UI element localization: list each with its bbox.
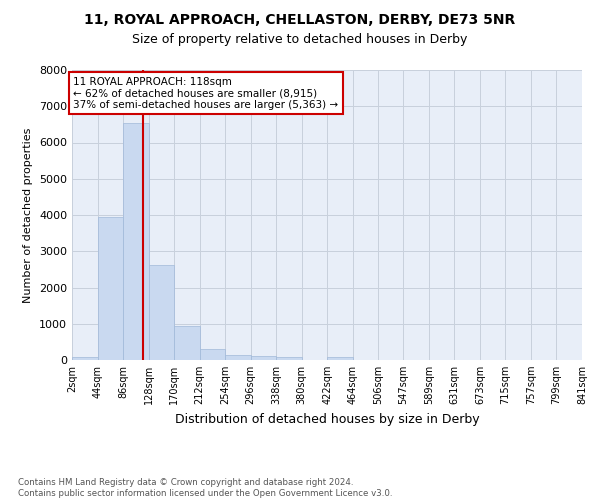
Y-axis label: Number of detached properties: Number of detached properties (23, 128, 34, 302)
Bar (149, 266, 174, 360)
Text: 11 ROYAL APPROACH: 118sqm
← 62% of detached houses are smaller (8,915)
37% of se: 11 ROYAL APPROACH: 118sqm ← 62% of detac… (73, 76, 338, 110)
Text: 11, ROYAL APPROACH, CHELLASTON, DERBY, DE73 5NR: 11, ROYAL APPROACH, CHELLASTON, DERBY, D… (85, 12, 515, 26)
Bar (251, 356, 276, 360)
Bar (225, 356, 251, 360)
X-axis label: Distribution of detached houses by size in Derby: Distribution of detached houses by size … (175, 412, 479, 426)
Text: Size of property relative to detached houses in Derby: Size of property relative to detached ho… (133, 32, 467, 46)
Bar (98, 217, 123, 360)
Bar (174, 326, 200, 360)
Text: Contains HM Land Registry data © Crown copyright and database right 2024.
Contai: Contains HM Land Registry data © Crown c… (18, 478, 392, 498)
Bar (123, 123, 149, 360)
Bar (200, 349, 225, 360)
Bar (72, 358, 98, 360)
Bar (276, 357, 302, 360)
Bar (328, 358, 353, 360)
